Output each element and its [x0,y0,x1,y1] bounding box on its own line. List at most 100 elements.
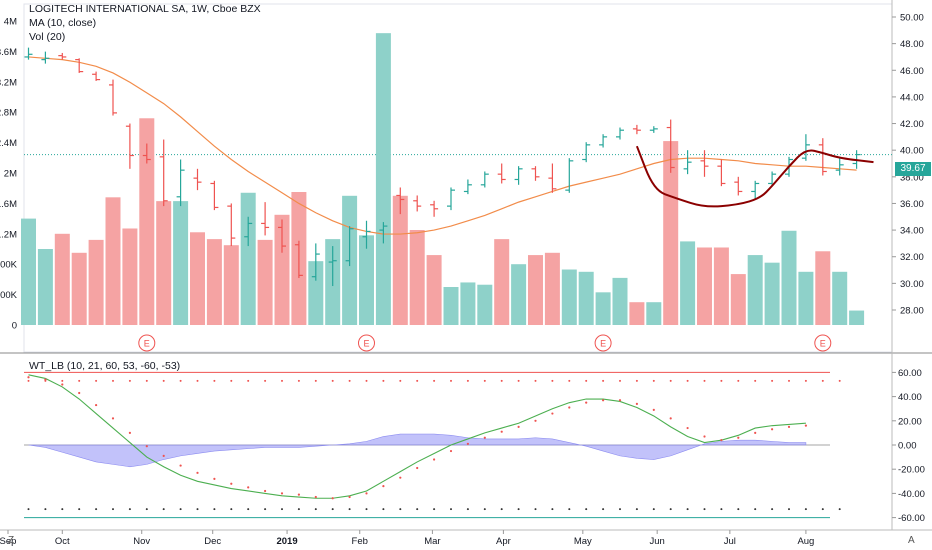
volume-bar [832,271,848,325]
earnings-circle [814,334,832,352]
volume-bar [156,201,172,325]
time-tick-label: Nov [133,536,150,547]
ob-dot [483,379,486,382]
volume-bar [595,292,611,325]
price-bars [24,47,861,287]
ob-dot [686,379,689,382]
ob-dot [804,379,807,382]
wt2-dot [297,493,300,496]
wt2-dot [179,464,182,467]
ohlc-bar [109,79,117,116]
wt2-dot [787,425,791,428]
volume-tick-label: 2M [4,169,17,180]
ob-dot [95,379,98,382]
pattern-curve [635,145,874,208]
volume-bars [21,33,865,325]
ohlc-bar [683,150,692,175]
wt2-dot [111,417,115,420]
ohlc-bar [514,166,523,185]
grid-layer [0,0,932,531]
wt2-dot [449,449,453,453]
wt2-dot [145,445,148,448]
os-dot [602,508,605,511]
ob-dot [314,379,317,382]
volume-bar [764,262,780,325]
volume-bar [747,255,763,325]
ob-dot [652,379,655,382]
volume-tick-label: 1.2M [0,229,17,240]
os-dot [433,508,436,511]
zoom-icon[interactable]: Z [8,535,15,546]
volume-tick-label: 400K [0,290,18,301]
wt2-dot [433,458,436,461]
ohlc-bar [396,187,405,215]
earnings-label: E [600,339,606,349]
volume-tick-label: 1.6M [0,199,17,210]
os-dot [754,508,757,511]
time-tick-label: Mar [424,536,440,547]
os-dot [44,508,47,511]
time-tick-label: Jul [724,536,736,547]
wt2-dot [27,376,30,379]
ohlc-bar [261,202,270,236]
os-dot [61,508,64,511]
ob-dot [179,379,182,382]
wt2-dot [44,378,47,381]
ohlc-bar [463,179,472,195]
ob-dot [433,379,436,382]
wt2-dot [95,403,98,407]
os-dot [416,508,419,511]
price-tick-label: 36.00 [900,199,924,210]
osc-tick-label: -60.00 [898,513,925,524]
earnings-marker: E [814,334,832,352]
wt2-dot [568,406,571,409]
ob-dot [703,379,706,382]
wt2-dot [771,428,774,431]
ohlc-bar [362,220,371,249]
wt2-dot [737,436,740,439]
os-dot [382,508,385,511]
os-dot [619,508,621,511]
oscillator-legend[interactable]: WT_LB (10, 21, 60, 53, -60, -53) [29,360,180,372]
ob-dot [568,379,571,382]
ohlc-bar [379,222,388,244]
os-dot [466,508,469,511]
wt2-dot [280,492,284,495]
ob-dot [162,379,165,382]
auto-scale-icon[interactable]: A [908,535,915,546]
wt2-dot [686,426,689,430]
time-tick-label: Sep [0,536,16,547]
ob-dot [466,379,469,382]
wt2-dot [551,412,554,415]
volume-bar [240,192,256,325]
ohlc-bar [159,139,168,207]
volume-bar [460,282,476,325]
ohlc-bar [125,123,134,169]
ob-dot [112,379,114,382]
volume-tick-label: 3.2M [0,77,17,88]
ma-indicator-label: MA (10, close) [29,17,97,29]
volume-bar [37,249,53,325]
earnings-label: E [363,339,369,349]
ob-dot [585,379,588,382]
ohlc-bar [565,158,574,193]
os-dot [331,508,334,511]
osc-tick-label: 0.00 [898,441,917,452]
ob-dot [264,379,267,382]
ohlc-bar [835,156,844,176]
volume-bar [426,255,442,325]
ma-legend[interactable]: MA (10, close) [29,17,96,29]
ob-dot [281,379,283,382]
volume-tick-label: 2.8M [0,108,17,119]
ohlc-bar [75,58,84,73]
os-dot [95,508,98,511]
price-tick-label: 42.00 [900,119,924,130]
os-dot [788,508,790,511]
price-tick-label: 32.00 [900,252,924,263]
volume-bar [190,232,205,325]
vol-legend[interactable]: Vol (20) [29,31,65,43]
os-dot [399,508,402,511]
ob-dot [619,379,621,382]
os-dot [483,508,486,511]
